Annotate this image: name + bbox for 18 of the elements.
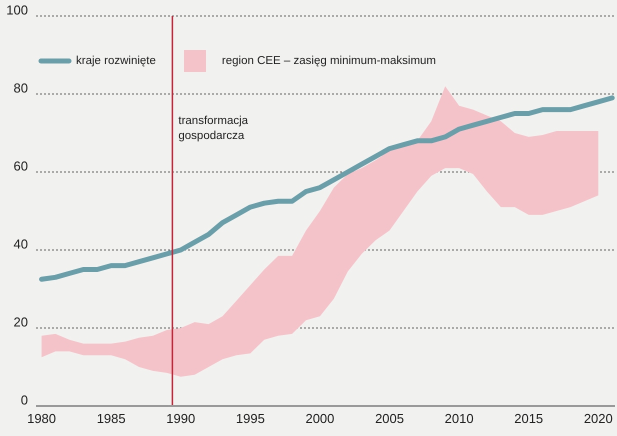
x-tick-label: 1980 [27, 411, 56, 426]
y-tick-label: 80 [14, 80, 28, 96]
x-tick-label: 2005 [375, 411, 404, 426]
x-tick-label: 2015 [514, 411, 544, 426]
y-tick-label: 20 [14, 314, 28, 330]
y-tick-label: 100 [6, 2, 28, 18]
y-tick-label: 60 [14, 158, 28, 174]
x-tick-label: 1990 [166, 411, 196, 426]
y-tick-label: 0 [20, 392, 28, 408]
ref-line-label: transformacja gospodarcza [178, 115, 249, 142]
x-tick-label: 1985 [96, 411, 126, 426]
y-tick-label: 40 [14, 236, 28, 252]
x-tick-label: 2000 [305, 411, 334, 426]
x-tick-label: 2020 [584, 411, 613, 426]
x-tick-label: 2010 [444, 411, 474, 426]
x-tick-label: 1995 [236, 411, 265, 426]
legend-label: region CEE – zasięg minimum-maksimum [222, 55, 436, 67]
legend-label: kraje rozwinięte [76, 55, 156, 67]
